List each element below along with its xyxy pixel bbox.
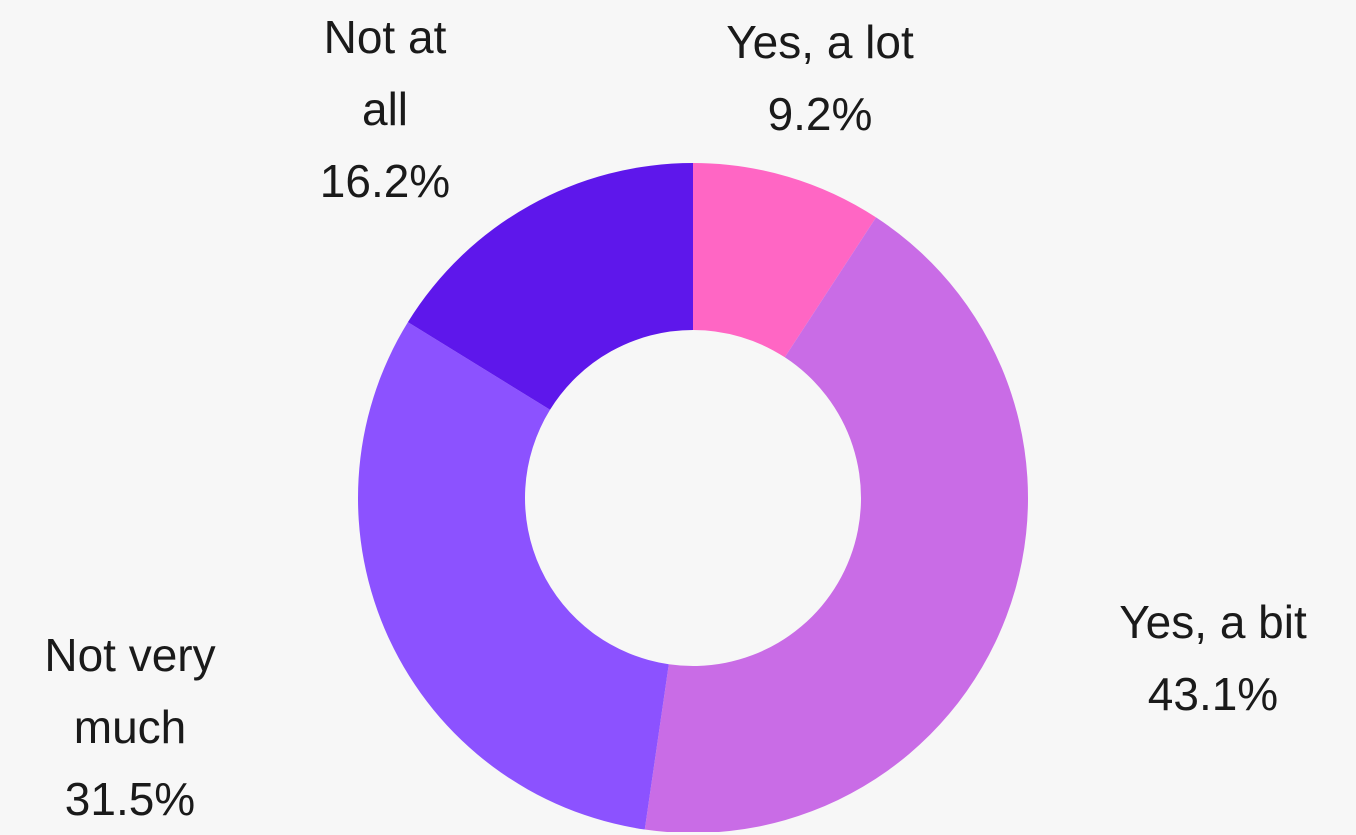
donut-slice [407,163,693,410]
value-label: 16.2% [319,155,451,207]
value-label: 31.5% [64,773,196,825]
donut-slice [644,217,1029,832]
category-label: Not very much [44,629,216,753]
value-label: 43.1% [1147,668,1279,720]
slice-label: Yes, a lot 9.2% [680,6,960,150]
donut-slice [693,163,877,358]
category-label: Yes, a bit [1119,596,1307,648]
slice-label: Not at all 16.2% [295,1,475,217]
category-label: Yes, a lot [726,16,914,68]
donut-slice [357,322,669,830]
slice-label: Not very much 31.5% [20,619,240,835]
slice-label: Yes, a bit 43.1% [1073,586,1353,730]
value-label: 9.2% [767,88,873,140]
category-label: Not at all [323,11,447,135]
